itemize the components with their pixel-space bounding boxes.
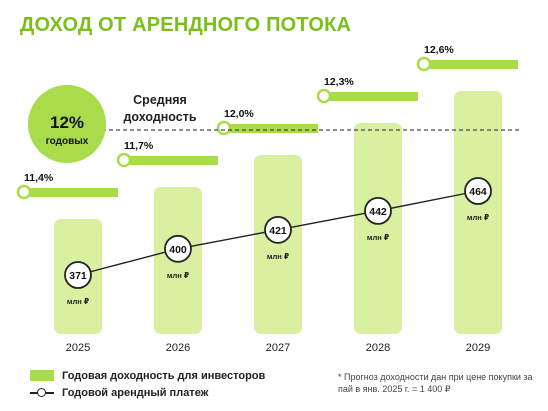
payment-unit: млн ₽ [67,297,89,306]
legend-item-line: Годовой арендный платеж [30,384,265,401]
payment-unit: млн ₽ [367,233,389,242]
legend-line-swatch [30,387,54,398]
x-tick-label: 2026 [166,342,190,354]
payment-value: 400 [169,244,187,256]
yield-marker [316,88,332,104]
payment-unit: млн ₽ [167,271,189,280]
yield-bar [220,124,318,133]
x-tick-label: 2028 [366,342,390,354]
chart-area: 11,4% 11,7% 12,0% 12,3% 12,6% Средняя доходно… [16,44,520,354]
legend: Годовая доходность для инвесторов Годово… [30,367,265,401]
payment-value: 421 [269,225,287,237]
footnote: * Прогноз доходности дан при цене покупк… [338,372,533,394]
payment-unit: млн ₽ [467,213,489,222]
yield-label: 12,0% [224,108,254,120]
payment-unit: млн ₽ [267,252,289,261]
yield-bar [420,60,518,69]
payment-marker [364,196,392,225]
legend-item-bars: Годовая доходность для инвесторов [30,367,265,384]
x-tick-label: 2027 [266,342,290,354]
yield-label: 12,6% [424,44,454,56]
yield-label: 12,3% [324,76,354,88]
legend-bar-label: Годовая доходность для инвесторов [62,369,266,382]
column-bar [254,155,302,334]
average-label-line1: Средняя [133,93,187,107]
yield-marker [116,152,132,168]
payment-value: 442 [369,206,387,218]
badge-caption: годовых [46,136,89,147]
yield-marker [416,56,432,72]
yield-marker [16,184,32,200]
x-tick-label: 2025 [66,342,90,354]
legend-bar-swatch [30,370,54,381]
payment-marker [64,261,92,289]
payment-marker [464,177,492,205]
x-tick-label: 2029 [466,342,490,354]
legend-line-label: Годовой арендный платеж [62,386,209,399]
payment-value: 464 [469,186,487,198]
yield-label: 11,7% [124,140,154,152]
payment-value: 371 [69,270,87,282]
payment-marker [264,215,292,244]
yield-bar [20,188,118,197]
yield-label: 11,4% [24,172,54,184]
yield-marker [216,120,232,136]
badge-circle [28,85,106,163]
payment-marker [164,234,192,263]
average-label-line2: доходность [123,110,196,124]
badge-value: 12% [50,113,84,132]
column-bar [454,91,502,334]
chart-title: ДОХОД ОТ АРЕНДНОГО ПОТОКА [20,14,352,36]
yield-bar [320,92,418,101]
column-bar [354,123,402,334]
yield-bar [120,156,218,165]
